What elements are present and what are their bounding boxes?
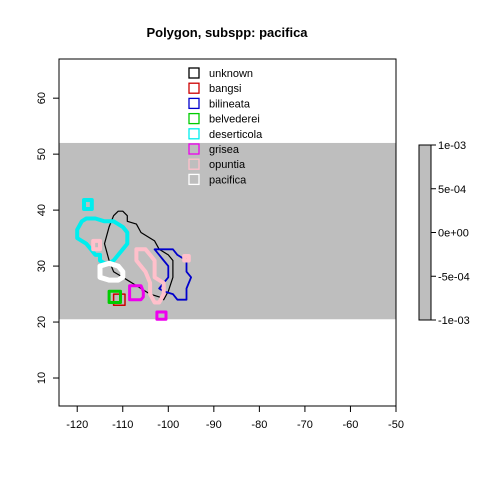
series-grisea-b — [155, 310, 168, 321]
colorbar-tick-label: 1e-03 — [438, 140, 466, 152]
y-tick-label: 50 — [36, 148, 48, 160]
polygon-series — [75, 198, 193, 321]
legend-swatch-belvederei — [188, 112, 200, 125]
x-tick-label: -70 — [297, 419, 313, 431]
series-belvederei — [107, 289, 122, 304]
legend-swatch-pacifica — [188, 173, 200, 186]
x-tick-label: -50 — [388, 419, 404, 431]
legend-swatch-unknown — [188, 67, 200, 79]
x-axis: -120 -110 -100 -90 -80 -70 -60 -50 — [66, 405, 404, 431]
legend-label-deserticola: deserticola — [209, 129, 263, 141]
y-axis: 10 20 30 40 50 60 — [36, 92, 60, 384]
legend-label-unknown: unknown — [209, 68, 253, 80]
x-tick-label: -110 — [112, 419, 133, 431]
series-unknown — [103, 210, 174, 301]
series-opuntia — [134, 247, 166, 305]
series-bilineata — [153, 248, 193, 301]
x-tick-label: -60 — [343, 419, 359, 431]
series-deserticola-b — [82, 198, 94, 211]
colorbar-tick-label: 0e+00 — [438, 228, 469, 240]
legend-label-pacifica: pacifica — [209, 174, 247, 186]
legend-label-grisea: grisea — [209, 144, 240, 156]
legend-label-bangsi: bangsi — [209, 83, 241, 95]
series-pacifica — [97, 260, 126, 283]
y-tick-label: 40 — [36, 204, 48, 216]
colorbar-tick-label: 5e-04 — [438, 184, 466, 196]
x-tick-label: -90 — [206, 419, 222, 431]
y-tick-label: 30 — [36, 260, 48, 272]
legend-swatch-opuntia — [188, 158, 200, 170]
series-opuntia-b — [91, 238, 102, 252]
colorbar-tick-label: -1e-03 — [438, 315, 470, 327]
y-tick-label: 20 — [36, 316, 48, 328]
y-tick-label: 60 — [36, 92, 48, 104]
chart-title: Polygon, subspp: pacifica — [146, 25, 308, 40]
legend-swatch-bilineata — [188, 97, 200, 110]
x-tick-label: -80 — [251, 419, 267, 431]
legend-label-opuntia: opuntia — [209, 159, 246, 171]
legend-swatch-deserticola — [188, 128, 200, 140]
colorbar-tick-label: -5e-04 — [438, 271, 470, 283]
colorbar: 1e-03 5e-04 0e+00 -5e-04 -1e-03 — [418, 140, 470, 327]
x-tick-label: -100 — [157, 419, 179, 431]
x-tick-label: -120 — [66, 419, 88, 431]
legend-label-belvederei: belvederei — [209, 114, 260, 126]
y-tick-label: 10 — [36, 372, 48, 384]
colorbar-fill — [418, 144, 432, 321]
legend: unknown bangsi bilineata belvederei desertic… — [188, 67, 263, 186]
legend-label-bilineata: bilineata — [209, 98, 251, 110]
series-opuntia-c — [182, 254, 191, 263]
legend-swatch-bangsi — [188, 82, 200, 94]
series-grisea — [128, 284, 145, 302]
legend-swatch-grisea — [188, 143, 200, 155]
